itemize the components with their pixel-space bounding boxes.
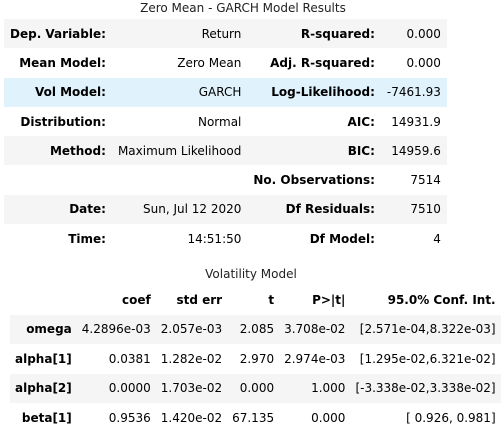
r-squared-label: R-squared:: [247, 19, 381, 49]
dep-variable-label: Dep. Variable:: [4, 19, 112, 49]
param-p-value: 0.000: [279, 403, 351, 433]
table-header-row: coef std err t P>|t| 95.0% Conf. Int.: [10, 285, 501, 315]
time-value: 14:51:50: [111, 224, 248, 254]
volatility-params-table: coef std err t P>|t| 95.0% Conf. Int. om…: [10, 285, 501, 433]
df-model-value: 4: [380, 224, 447, 254]
param-conf-int: [1.295e-02,6.321e-02]: [350, 344, 501, 374]
volatility-model-title: Volatility Model: [205, 267, 297, 281]
param-name: alpha[1]: [10, 344, 77, 374]
no-observations-label: No. Observations:: [247, 165, 381, 195]
param-name: beta[1]: [10, 403, 77, 433]
table-row: No. Observations: 7514: [4, 165, 447, 195]
param-t: 2.085: [227, 314, 280, 344]
dep-variable-value: Return: [111, 19, 248, 49]
distribution-label: Distribution:: [4, 106, 112, 137]
empty-value: [111, 165, 248, 195]
date-label: Date:: [4, 194, 112, 225]
param-name: alpha[2]: [10, 373, 77, 403]
param-t: 0.000: [227, 373, 280, 403]
empty-label: [4, 165, 112, 195]
param-p-value: 2.974e-03: [279, 344, 351, 374]
adj-r-squared-label: Adj. R-squared:: [247, 48, 381, 78]
param-std-err: 2.057e-03: [155, 314, 228, 344]
table-row: alpha[1] 0.0381 1.282e-02 2.970 2.974e-0…: [10, 344, 501, 374]
method-label: Method:: [4, 136, 112, 166]
mean-model-value: Zero Mean: [111, 48, 248, 78]
df-residuals-label: Df Residuals:: [247, 194, 381, 225]
method-value: Maximum Likelihood: [111, 136, 248, 166]
log-likelihood-value: -7461.93: [380, 77, 447, 107]
table-row: Method: Maximum Likelihood BIC: 14959.6: [4, 136, 447, 166]
param-name: omega: [10, 314, 77, 344]
df-residuals-value: 7510: [380, 194, 447, 225]
param-std-err: 1.282e-02: [155, 344, 228, 374]
param-t: 67.135: [227, 403, 280, 433]
mean-model-label: Mean Model:: [4, 48, 112, 78]
bic-label: BIC:: [247, 136, 381, 166]
adj-r-squared-value: 0.000: [380, 48, 447, 78]
param-coef: 0.0000: [76, 373, 156, 403]
table-row: omega 4.2896e-03 2.057e-03 2.085 3.708e-…: [10, 314, 501, 344]
param-coef: 0.9536: [76, 403, 156, 433]
param-coef: 0.0381: [76, 344, 156, 374]
no-observations-value: 7514: [380, 165, 447, 195]
param-conf-int: [ 0.926, 0.981]: [350, 403, 501, 433]
table-row: beta[1] 0.9536 1.420e-02 67.135 0.000 [ …: [10, 403, 501, 433]
time-label: Time:: [4, 224, 112, 254]
param-std-err: 1.420e-02: [155, 403, 228, 433]
column-header-t: t: [268, 292, 275, 307]
param-coef: 4.2896e-03: [76, 314, 156, 344]
column-header-conf-int: 95.0% Conf. Int.: [387, 292, 496, 307]
aic-value: 14931.9: [380, 106, 447, 137]
distribution-value: Normal: [111, 106, 248, 137]
vol-model-label: Vol Model:: [4, 77, 112, 107]
df-model-label: Df Model:: [247, 224, 381, 254]
table-row: Time: 14:51:50 Df Model: 4: [4, 224, 447, 254]
param-p-value: 1.000: [279, 373, 351, 403]
param-conf-int: [-3.338e-02,3.338e-02]: [350, 373, 501, 403]
log-likelihood-label: Log-Likelihood:: [247, 77, 381, 107]
param-t: 2.970: [227, 344, 280, 374]
column-header-p-value: P>|t|: [312, 292, 346, 307]
bic-value: 14959.6: [380, 136, 447, 166]
table-row: alpha[2] 0.0000 1.703e-02 0.000 1.000 [-…: [10, 373, 501, 403]
column-header-std-err: std err: [176, 292, 223, 307]
param-std-err: 1.703e-02: [155, 373, 228, 403]
aic-label: AIC:: [247, 106, 381, 137]
table-row: Distribution: Normal AIC: 14931.9: [4, 106, 447, 137]
table-row-highlighted: Vol Model: GARCH Log-Likelihood: -7461.9…: [4, 77, 447, 107]
r-squared-value: 0.000: [380, 19, 447, 49]
summary-title: Zero Mean - GARCH Model Results: [140, 1, 346, 15]
param-conf-int: [2.571e-04,8.322e-03]: [350, 314, 501, 344]
column-header-coef: coef: [122, 292, 151, 307]
table-row: Mean Model: Zero Mean Adj. R-squared: 0.…: [4, 48, 447, 78]
table-row: Dep. Variable: Return R-squared: 0.000: [4, 19, 447, 49]
model-summary-table: Dep. Variable: Return R-squared: 0.000 M…: [4, 19, 447, 254]
param-p-value: 3.708e-02: [279, 314, 351, 344]
column-header-name: [10, 285, 77, 315]
vol-model-value: GARCH: [111, 77, 248, 107]
table-row: Date: Sun, Jul 12 2020 Df Residuals: 751…: [4, 194, 447, 225]
date-value: Sun, Jul 12 2020: [111, 194, 248, 225]
